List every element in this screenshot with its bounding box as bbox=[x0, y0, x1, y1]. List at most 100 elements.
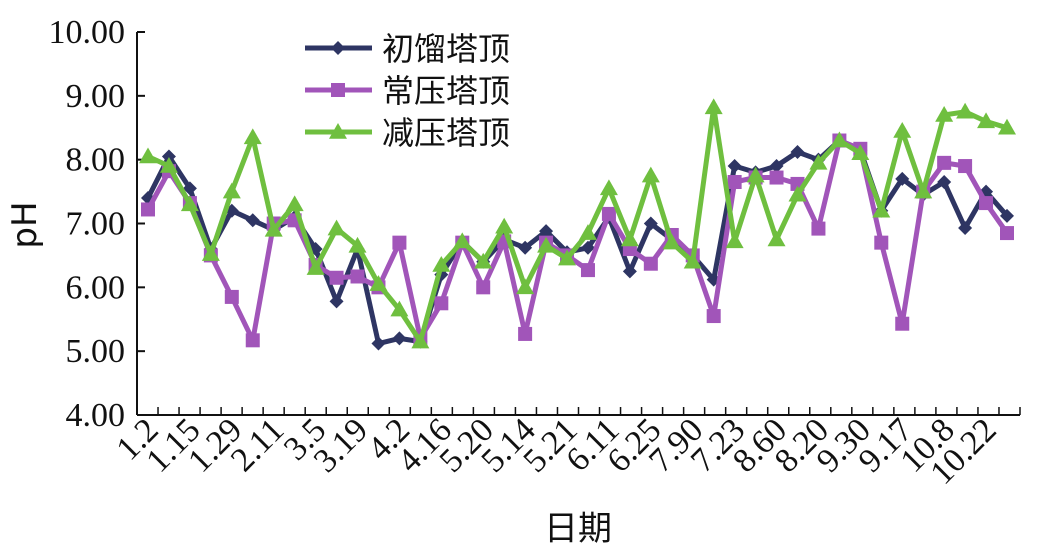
data-point bbox=[518, 240, 533, 255]
data-point bbox=[851, 144, 870, 161]
data-point bbox=[306, 259, 325, 275]
data-point bbox=[956, 102, 975, 119]
data-point bbox=[809, 153, 828, 170]
data-point bbox=[518, 326, 533, 341]
data-point bbox=[622, 264, 637, 279]
data-point bbox=[180, 195, 199, 212]
legend-label: 减压塔顶 bbox=[382, 114, 510, 152]
data-point bbox=[201, 245, 220, 261]
data-point bbox=[392, 235, 407, 250]
data-point bbox=[620, 230, 639, 247]
data-point bbox=[329, 294, 344, 309]
data-point bbox=[327, 219, 346, 236]
series-layer bbox=[139, 98, 1016, 351]
data-point bbox=[767, 230, 786, 247]
data-point bbox=[474, 252, 493, 269]
data-point bbox=[935, 105, 954, 122]
y-ticks: 4.00 5.00 6.00 7.00 8.00 9.00 10.00 bbox=[49, 14, 145, 434]
data-point bbox=[641, 166, 660, 183]
x-ticks: 1.21.151.292.113.53.194.24.165.205.145.2… bbox=[109, 407, 1021, 492]
data-point bbox=[390, 300, 409, 317]
data-point bbox=[662, 233, 681, 250]
data-point bbox=[683, 252, 702, 269]
data-point bbox=[830, 131, 849, 148]
legend-marker bbox=[329, 123, 347, 139]
data-point bbox=[872, 201, 891, 218]
data-point bbox=[979, 196, 994, 211]
y-tick-label: 8.00 bbox=[66, 142, 126, 179]
data-point bbox=[578, 224, 597, 240]
data-point bbox=[958, 220, 973, 235]
data-point bbox=[285, 195, 304, 212]
data-point bbox=[599, 179, 618, 196]
data-point bbox=[453, 232, 472, 249]
data-point bbox=[1000, 208, 1014, 223]
legend-label: 初馏塔顶 bbox=[382, 30, 510, 68]
y-tick-label: 6.00 bbox=[66, 269, 126, 306]
legend-item: 初馏塔顶 bbox=[305, 30, 510, 68]
data-point bbox=[329, 270, 344, 285]
data-point bbox=[769, 159, 784, 174]
data-point bbox=[937, 155, 952, 170]
data-point bbox=[788, 185, 807, 202]
data-point bbox=[998, 118, 1016, 135]
data-point bbox=[434, 296, 449, 311]
data-point bbox=[222, 182, 241, 199]
data-point bbox=[348, 236, 367, 253]
legend-label: 常压塔顶 bbox=[382, 72, 510, 110]
y-axis-title: pH bbox=[5, 201, 45, 248]
data-point bbox=[159, 157, 178, 173]
data-point bbox=[895, 171, 910, 186]
data-point bbox=[264, 220, 283, 237]
data-point bbox=[161, 149, 176, 164]
data-point bbox=[643, 216, 658, 231]
data-point bbox=[727, 175, 742, 190]
data-point bbox=[350, 269, 365, 284]
data-point bbox=[243, 128, 262, 145]
data-point bbox=[958, 159, 973, 174]
data-point bbox=[558, 249, 577, 266]
data-point bbox=[937, 175, 952, 190]
data-point bbox=[704, 98, 723, 115]
data-point bbox=[746, 166, 765, 183]
y-tick-label: 7.00 bbox=[66, 206, 126, 243]
data-point bbox=[601, 206, 616, 221]
data-point bbox=[495, 217, 514, 234]
series-3 bbox=[139, 98, 1016, 349]
data-point bbox=[725, 232, 744, 249]
data-point bbox=[245, 213, 260, 228]
legend-item: 减压塔顶 bbox=[305, 114, 510, 152]
data-point bbox=[893, 121, 912, 138]
y-tick-label: 4.00 bbox=[66, 397, 126, 434]
y-tick-label: 10.00 bbox=[49, 14, 126, 51]
legend-marker bbox=[331, 83, 345, 97]
data-point bbox=[432, 255, 451, 272]
legend-marker bbox=[331, 41, 345, 55]
x-axis-title: 日期 bbox=[544, 509, 612, 549]
data-point bbox=[580, 263, 595, 278]
data-point bbox=[245, 333, 260, 348]
data-point bbox=[139, 147, 157, 164]
data-point bbox=[706, 309, 721, 324]
data-point bbox=[895, 316, 910, 331]
data-point bbox=[874, 235, 889, 250]
data-point bbox=[392, 331, 407, 346]
data-point bbox=[643, 256, 658, 271]
data-point bbox=[141, 202, 155, 217]
data-point bbox=[790, 145, 805, 160]
data-point bbox=[476, 280, 491, 295]
data-point bbox=[411, 332, 430, 349]
data-point bbox=[224, 289, 239, 304]
data-point bbox=[977, 112, 996, 129]
data-point bbox=[727, 159, 742, 174]
data-point bbox=[769, 170, 784, 185]
y-tick-label: 9.00 bbox=[66, 78, 126, 115]
data-point bbox=[539, 224, 554, 239]
legend-item: 常压塔顶 bbox=[305, 72, 510, 110]
data-point bbox=[516, 278, 535, 295]
series-2 bbox=[141, 133, 1014, 348]
data-point bbox=[371, 336, 386, 351]
data-point bbox=[182, 181, 197, 196]
